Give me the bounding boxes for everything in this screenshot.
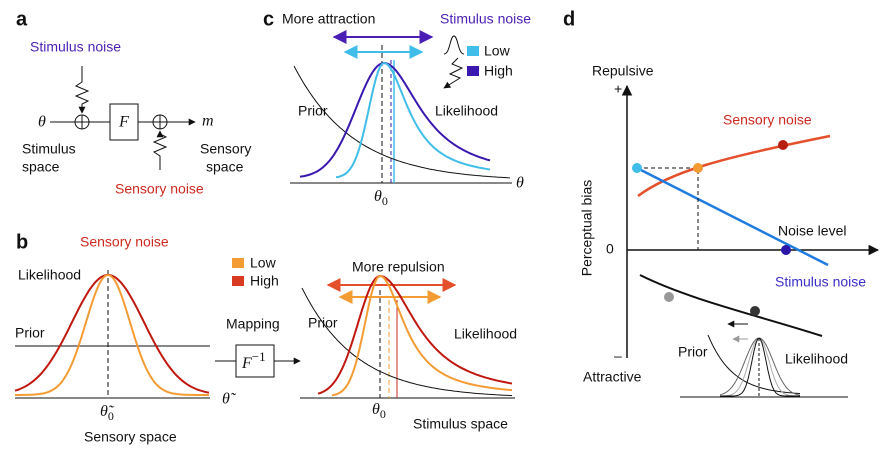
sensory-noise-curve bbox=[637, 134, 831, 198]
legend-swatch bbox=[467, 46, 479, 56]
noise-arrow bbox=[152, 130, 168, 170]
plus-sign bbox=[75, 115, 89, 129]
axis-label: θ bbox=[516, 175, 524, 192]
subscript: 0 bbox=[382, 194, 388, 208]
prior-label: Prior bbox=[15, 325, 45, 341]
guide-line bbox=[637, 167, 699, 250]
space-label: Stimulus space bbox=[413, 416, 508, 432]
sensory-space-label: Sensory bbox=[200, 141, 251, 157]
panel-label: b bbox=[16, 231, 28, 253]
stimulus-noise-label: Stimulus noise bbox=[775, 274, 866, 290]
stimulus-noise-label: Stimulus noise bbox=[440, 11, 531, 27]
inverse-box bbox=[235, 344, 275, 378]
stimulus-noise-line bbox=[636, 166, 829, 267]
mapping-box bbox=[109, 103, 139, 141]
inset-prior bbox=[707, 334, 801, 394]
attractive-label: Attractive bbox=[583, 369, 642, 385]
panel-label: a bbox=[16, 8, 28, 30]
y-axis-label: Perceptual bias bbox=[579, 180, 595, 277]
sensory-space-label: space bbox=[206, 159, 244, 175]
point bbox=[778, 140, 788, 150]
legend-label: Low bbox=[484, 43, 511, 59]
prior-curve bbox=[301, 287, 513, 397]
likelihood-label: Likelihood bbox=[435, 103, 498, 119]
inverse-label: F−1 bbox=[241, 349, 266, 372]
prior-label: Prior bbox=[678, 344, 708, 360]
repulsion-label: More repulsion bbox=[352, 259, 445, 275]
symbol: F bbox=[241, 355, 252, 372]
sensory-noise-label: Sensory noise bbox=[115, 181, 204, 197]
plus-sign bbox=[153, 115, 167, 129]
point bbox=[781, 245, 791, 255]
sensory-noise-label: Sensory noise bbox=[80, 234, 169, 250]
symbol: θ bbox=[374, 188, 382, 205]
subscript: 0 bbox=[380, 407, 386, 421]
combined-curve bbox=[639, 274, 823, 337]
point bbox=[693, 163, 703, 173]
panel-label: c bbox=[263, 8, 274, 30]
inset-likelihood bbox=[720, 338, 800, 397]
peak-label: θ̃0 bbox=[100, 403, 115, 423]
panel-label: d bbox=[563, 8, 575, 30]
likelihood-curve bbox=[335, 61, 491, 179]
repulsive-label: Repulsive bbox=[592, 63, 654, 79]
noise-arrow bbox=[443, 57, 464, 89]
point bbox=[664, 292, 674, 302]
likelihood-curve bbox=[317, 274, 513, 395]
output-m: m bbox=[202, 113, 214, 130]
likelihood-curve bbox=[15, 274, 209, 396]
sensory-noise-label: Sensory noise bbox=[723, 112, 812, 128]
legend-label: Low bbox=[250, 255, 277, 271]
noise-arrow bbox=[74, 66, 90, 114]
point bbox=[632, 163, 642, 173]
attraction-label: More attraction bbox=[282, 11, 375, 27]
stimulus-noise-label: Stimulus noise bbox=[30, 39, 121, 55]
likelihood-curve bbox=[331, 274, 513, 397]
stimulus-space-label: space bbox=[22, 159, 60, 175]
stimulus-space-label: Stimulus bbox=[22, 141, 76, 157]
noise-icon bbox=[443, 35, 465, 55]
peak-label: θ0 bbox=[374, 188, 388, 208]
legend-swatch bbox=[232, 258, 244, 268]
peak-label: θ0 bbox=[372, 401, 386, 421]
point bbox=[750, 306, 760, 316]
legend-swatch bbox=[232, 276, 244, 286]
symbol: θ bbox=[372, 401, 380, 418]
plus-label: + bbox=[614, 81, 622, 97]
space-label: Sensory space bbox=[84, 429, 177, 445]
prior-curve bbox=[293, 65, 511, 179]
likelihood-curve bbox=[299, 61, 491, 178]
legend-label: High bbox=[250, 273, 279, 289]
likelihood-label: Likelihood bbox=[454, 326, 517, 342]
theta: θ bbox=[38, 114, 46, 131]
legend-label: High bbox=[484, 63, 513, 79]
subscript: 0 bbox=[108, 409, 114, 423]
minus-label: – bbox=[614, 348, 622, 364]
mapping-f: F bbox=[118, 114, 129, 131]
mapping-label: Mapping bbox=[226, 316, 280, 332]
legend-swatch bbox=[467, 66, 479, 76]
likelihood-label: Likelihood bbox=[18, 267, 81, 283]
noise-level-label: Noise level bbox=[778, 223, 846, 239]
superscript: −1 bbox=[252, 349, 266, 364]
axis-label: θ̃ bbox=[222, 391, 237, 408]
likelihood-label: Likelihood bbox=[785, 351, 848, 367]
zero-label: 0 bbox=[606, 241, 614, 257]
